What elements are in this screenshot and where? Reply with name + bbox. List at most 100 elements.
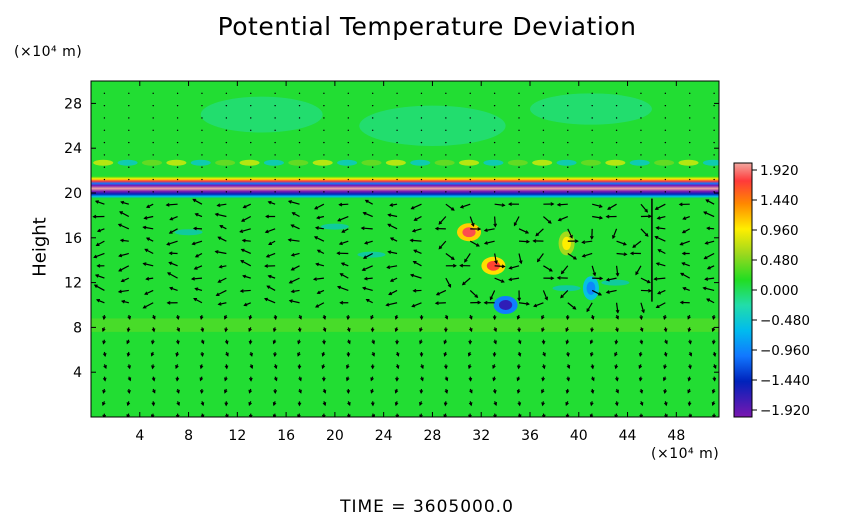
- wind-vector-head: [411, 303, 416, 308]
- wind-vector-head: [516, 389, 521, 394]
- wind-vector: [274, 154, 276, 156]
- wind-vector-head: [646, 279, 651, 284]
- wind-vector-head: [590, 365, 595, 370]
- wind-vector-head: [664, 414, 668, 417]
- wind-vector: [152, 141, 154, 144]
- wind-vector-head: [152, 315, 156, 320]
- wind-vector-head: [316, 249, 321, 254]
- wind-vector-head: [371, 352, 376, 357]
- wind-vector-head: [225, 414, 229, 417]
- wind-vector: [558, 215, 569, 221]
- wind-vector-head: [541, 328, 545, 333]
- wind-vector-head: [703, 255, 708, 260]
- wind-vector-head: [224, 365, 229, 370]
- wind-vector-head: [471, 222, 475, 227]
- wind-vector: [341, 228, 349, 233]
- wind-vector: [591, 166, 593, 168]
- wind-vector-head: [516, 365, 521, 370]
- wind-vector-head: [493, 401, 497, 406]
- wind-vector-head: [501, 203, 506, 207]
- wind-vector-head: [419, 328, 423, 333]
- wind-vector-head: [248, 414, 253, 417]
- wind-vector: [218, 302, 227, 306]
- wind-vector: [291, 224, 300, 230]
- wind-vector-head: [469, 315, 473, 320]
- wind-vector-head: [150, 352, 155, 357]
- wind-vector-head: [678, 202, 683, 207]
- wind-vector: [250, 117, 252, 119]
- wind-vector-head: [336, 251, 341, 256]
- wind-vector-head: [144, 248, 149, 253]
- wind-vector: [567, 92, 569, 95]
- wind-vector: [616, 252, 627, 256]
- wind-vector-head: [103, 365, 107, 370]
- wind-vector: [655, 203, 666, 210]
- wind-vector-head: [176, 316, 180, 321]
- x-axis-unit: (×10⁴ m): [651, 446, 720, 462]
- wind-vector-head: [542, 352, 546, 357]
- wind-vector-head: [612, 235, 616, 240]
- wind-vector-head: [267, 274, 272, 279]
- wind-vector-head: [638, 365, 643, 370]
- wind-vector-head: [712, 414, 716, 417]
- wind-vector-head: [444, 377, 449, 382]
- wind-vector: [689, 166, 691, 168]
- x-tick-label: 24: [375, 428, 393, 444]
- wind-vector: [615, 265, 619, 276]
- wind-vector: [215, 213, 227, 218]
- wind-vector: [462, 277, 471, 286]
- wind-vector-head: [544, 296, 549, 301]
- wind-vector-head: [394, 328, 399, 333]
- wind-vector: [493, 178, 496, 181]
- wind-vector: [713, 191, 715, 193]
- wind-vector: [314, 236, 325, 242]
- wind-vector: [542, 178, 545, 181]
- wind-vector-head: [712, 352, 717, 357]
- wind-vector-head: [298, 377, 302, 382]
- wind-vector: [460, 203, 471, 209]
- wind-vector: [176, 178, 179, 181]
- wind-vector-head: [168, 251, 173, 256]
- wind-vector-head: [298, 315, 302, 320]
- wind-vector: [371, 166, 374, 168]
- wind-vector: [396, 104, 398, 107]
- wind-vector-head: [517, 402, 522, 407]
- wind-vector: [657, 249, 666, 255]
- field-wave: [337, 159, 358, 166]
- wind-vector: [615, 117, 618, 119]
- wind-vector-head: [321, 414, 326, 417]
- wind-vector: [591, 117, 593, 119]
- wind-vector: [412, 228, 422, 232]
- wind-vector-head: [395, 352, 400, 357]
- wind-vector-head: [704, 241, 709, 245]
- wind-vector-head: [290, 267, 295, 271]
- wind-vector-head: [452, 263, 457, 268]
- wind-vector-head: [363, 276, 368, 281]
- wind-vector-head: [249, 365, 254, 370]
- wind-vector-head: [216, 203, 221, 208]
- wind-vector-head: [450, 207, 455, 211]
- wind-vector: [291, 265, 300, 271]
- wind-vector-head: [273, 316, 278, 321]
- field-wave: [190, 159, 211, 166]
- wind-vector-head: [248, 340, 253, 345]
- wind-vector-head: [150, 414, 155, 417]
- wind-vector-head: [541, 340, 546, 345]
- wind-vector-head: [102, 328, 106, 333]
- wind-vector-head: [362, 211, 367, 216]
- wind-vector-head: [711, 328, 716, 333]
- wind-vector-head: [483, 241, 488, 245]
- wind-vector: [560, 290, 569, 299]
- wind-vector: [445, 154, 447, 156]
- wind-vector: [518, 166, 520, 168]
- wind-vector-head: [581, 253, 586, 258]
- wind-vector: [533, 302, 544, 307]
- wind-vector-head: [560, 294, 564, 299]
- wind-vector: [128, 117, 130, 119]
- wind-vector: [464, 253, 471, 263]
- field-patch: [586, 281, 596, 295]
- wind-vector: [494, 277, 505, 283]
- wind-vector-head: [615, 309, 620, 314]
- wind-vector: [513, 216, 520, 226]
- wind-vector: [704, 252, 715, 260]
